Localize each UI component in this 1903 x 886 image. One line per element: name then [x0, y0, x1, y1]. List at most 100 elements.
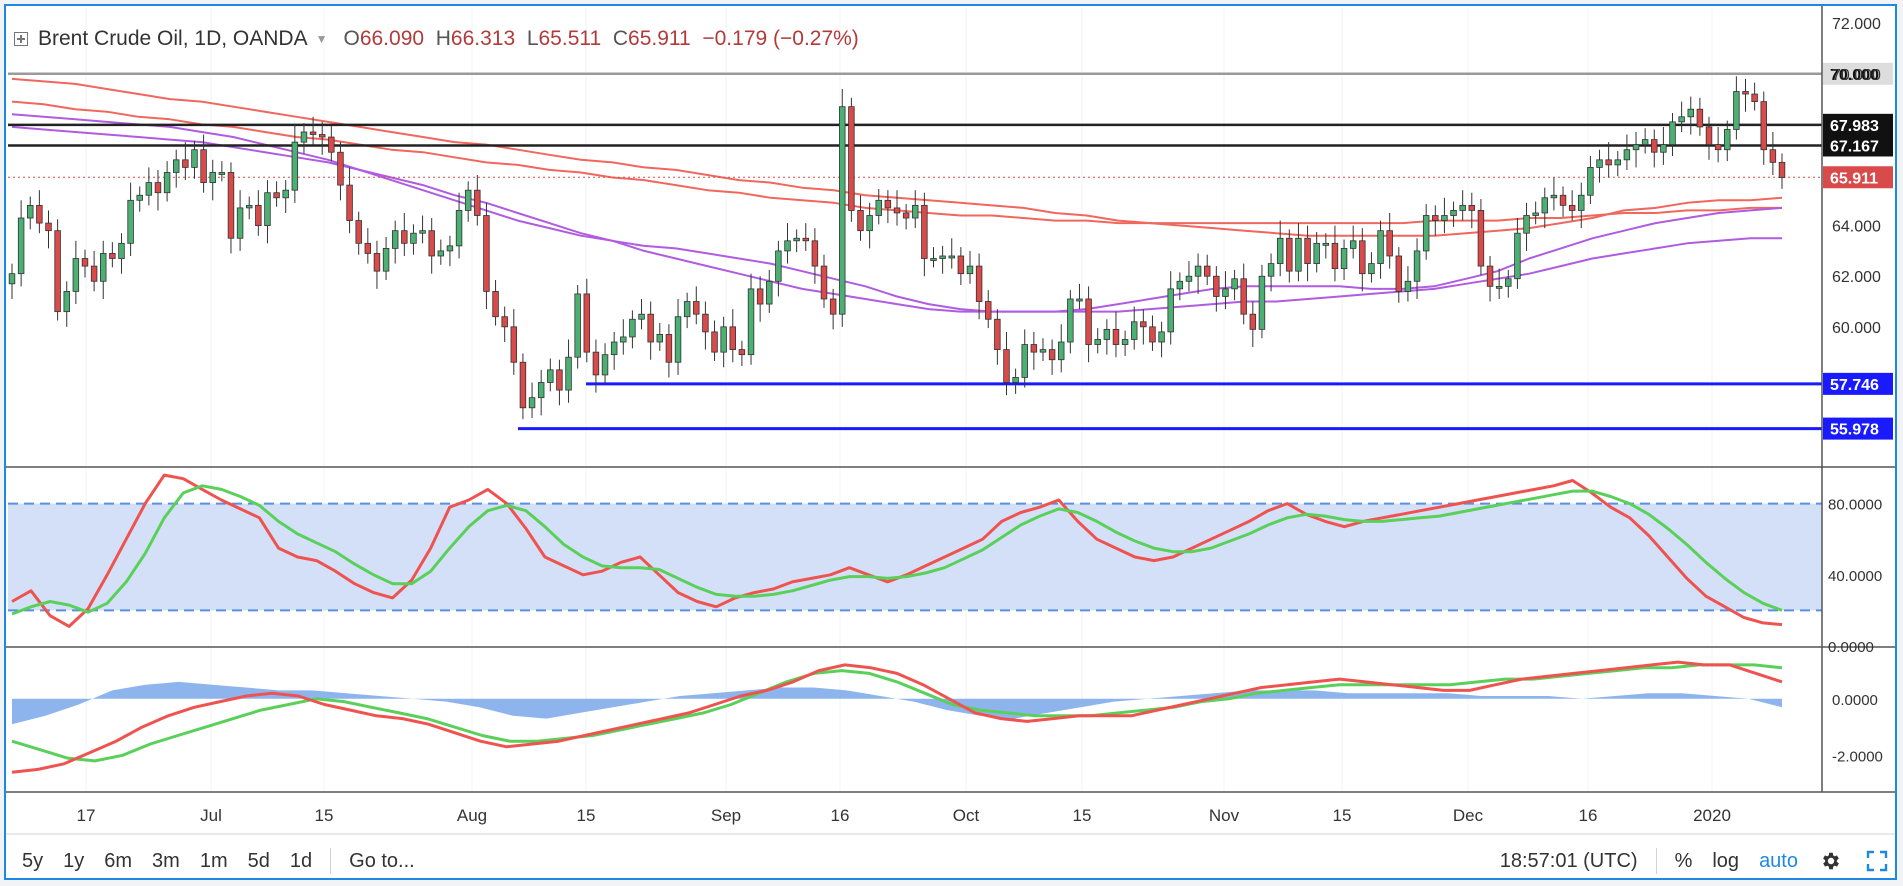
candle-up	[683, 301, 691, 318]
log-toggle[interactable]: log	[1712, 849, 1740, 872]
fullscreen-icon[interactable]	[1864, 848, 1890, 874]
toolbar-divider	[330, 848, 332, 874]
stochastic-tick-label: 40.0000	[1828, 568, 1882, 585]
price-level-tag	[1823, 372, 1893, 395]
macd-line	[11, 660, 1783, 774]
candle-down	[756, 288, 764, 305]
candle-down	[1286, 237, 1293, 272]
candle-down	[401, 230, 408, 244]
candle-up	[638, 313, 645, 320]
candle-down	[318, 134, 326, 138]
candle-up	[720, 326, 727, 353]
clock[interactable]: 18:57:01 (UTC)	[1499, 849, 1638, 872]
candle-up	[1158, 331, 1165, 343]
candle-up	[1632, 144, 1640, 151]
candle-up	[1422, 215, 1430, 252]
candle-down	[1149, 326, 1156, 343]
candle-down	[510, 326, 518, 363]
high-value: 66.313	[450, 27, 516, 50]
candle-down	[309, 131, 317, 135]
candle-up	[209, 172, 216, 183]
candle-down	[255, 204, 262, 227]
candle-up	[1596, 159, 1603, 168]
candle-up	[1587, 167, 1594, 196]
candle-up	[1039, 349, 1047, 353]
candle-up	[1067, 298, 1074, 343]
open-label: O	[343, 27, 360, 50]
range-5y[interactable]: 5y	[22, 849, 44, 872]
candle-up	[1495, 285, 1503, 289]
macd-tick-label: 0.0000	[1832, 692, 1878, 709]
candle-down	[1386, 230, 1393, 257]
candle-down	[1048, 349, 1056, 361]
candle-up	[1121, 339, 1129, 345]
collapse-icon[interactable]	[14, 32, 28, 46]
price-axis: 70.000 67.983 67.167 65.911 57.746 55.978 72.0…	[1823, 16, 1893, 765]
candle-down	[1605, 159, 1612, 166]
candle-up	[136, 194, 143, 201]
candle-up	[1505, 278, 1512, 287]
symbol-title[interactable]: Brent Crude Oil, 1D, OANDA	[38, 27, 308, 50]
gear-icon[interactable]	[1818, 848, 1844, 874]
candle-down	[54, 230, 61, 313]
candle-up	[1349, 240, 1357, 249]
candle-up	[1678, 116, 1685, 123]
percent-toggle[interactable]: %	[1674, 849, 1693, 872]
candle-up	[1578, 194, 1585, 211]
candle-up	[1413, 250, 1421, 282]
candle-up	[127, 199, 134, 244]
candle-up	[1450, 210, 1457, 216]
candle-down	[556, 369, 563, 391]
candle-down	[519, 361, 527, 409]
price-tick-label: 60.000	[1832, 320, 1881, 337]
ohlc-values: O66.090 H66.313 L65.511 C65.911 −0.179 (…	[343, 27, 858, 51]
candle-up	[620, 336, 627, 343]
candle-up	[464, 189, 472, 211]
time-tick-label: Aug	[457, 806, 487, 825]
candle-down	[1769, 149, 1777, 163]
band-fill	[8, 503, 1822, 611]
candle-up	[437, 250, 445, 257]
candle-up	[1057, 341, 1065, 361]
candle-down	[1486, 265, 1494, 287]
candle-down	[884, 199, 892, 209]
chart-canvas[interactable]: 70.000 67.983 67.167 65.911 57.746 55.978 72.0…	[6, 6, 1895, 878]
candle-up	[118, 242, 125, 259]
range-6m[interactable]: 6m	[104, 849, 133, 872]
candle-up	[793, 237, 800, 242]
range-5d[interactable]: 5d	[247, 849, 270, 872]
goto-button[interactable]: Go to...	[349, 849, 415, 872]
range-1y[interactable]: 1y	[63, 849, 85, 872]
candle-down	[45, 222, 52, 232]
candle-up	[875, 199, 882, 216]
price-level-tag	[1823, 113, 1893, 136]
candle-up	[629, 318, 636, 338]
candle-down	[483, 215, 490, 292]
candle-up	[1340, 247, 1348, 270]
candle-up	[72, 258, 80, 292]
candle-down	[957, 255, 965, 275]
candle-down	[1432, 215, 1439, 221]
close-label: C	[612, 27, 629, 50]
candle-down	[1240, 278, 1247, 315]
candle-down	[1778, 161, 1786, 178]
candle-down	[1468, 204, 1476, 211]
candle-up	[218, 172, 226, 175]
candle-down	[227, 172, 235, 239]
range-3m[interactable]: 3m	[152, 849, 180, 872]
candle-up	[17, 217, 25, 275]
candle-up	[27, 204, 34, 219]
auto-toggle[interactable]: auto	[1759, 849, 1798, 872]
chevron-down-icon[interactable]: ▼	[315, 32, 328, 46]
range-1m[interactable]: 1m	[199, 849, 228, 872]
toolbar-divider	[1655, 848, 1657, 874]
candle-up	[63, 291, 70, 313]
candle-down	[893, 207, 901, 214]
price-level-label: 65.911	[1830, 170, 1878, 187]
candle-up	[601, 354, 609, 376]
candle-down	[848, 106, 855, 211]
stochastic-tick-label: 80.0000	[1828, 497, 1882, 514]
candle-up	[1532, 212, 1539, 216]
range-1d[interactable]: 1d	[289, 849, 313, 872]
chart-window: 70.000 67.983 67.167 65.911 57.746 55.978 72.0…	[4, 4, 1897, 880]
